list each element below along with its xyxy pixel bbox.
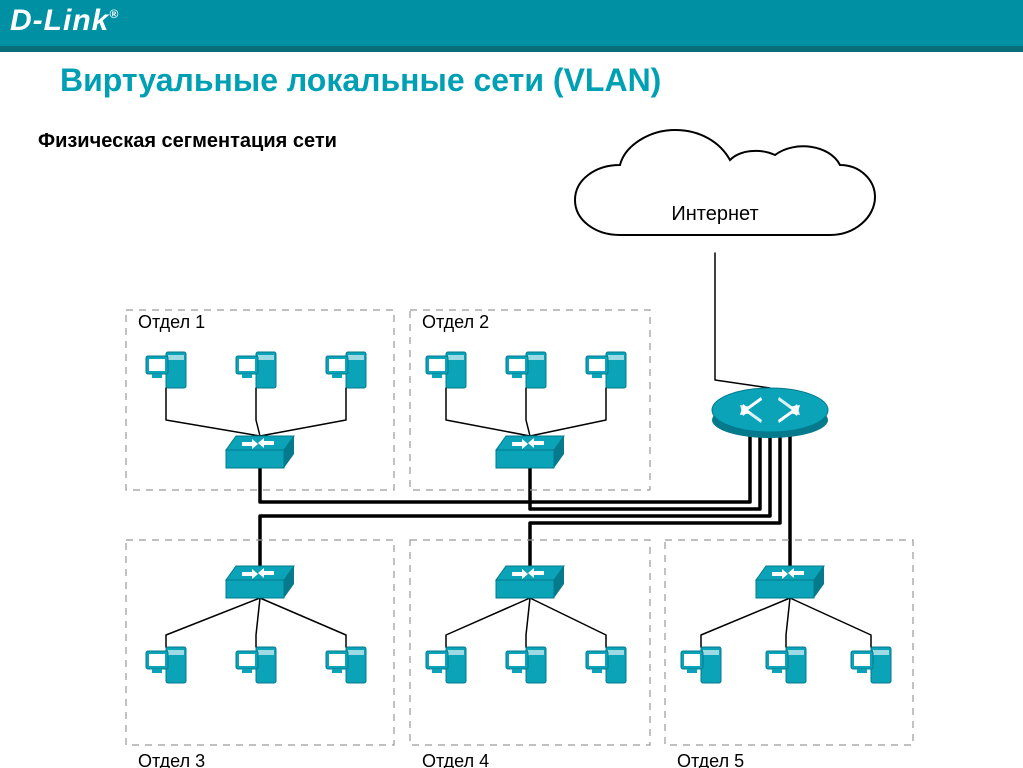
department-label: Отдел 4 — [422, 751, 489, 768]
department-label: Отдел 3 — [138, 751, 205, 768]
workstation-icon — [506, 352, 546, 388]
workstation-icon — [586, 647, 626, 683]
department-label: Отдел 1 — [138, 312, 205, 332]
cable — [256, 388, 260, 436]
workstation-icon — [146, 647, 186, 683]
cable — [786, 598, 790, 647]
workstation-icon — [326, 647, 366, 683]
cable — [530, 432, 780, 566]
department-label: Отдел 5 — [677, 751, 744, 768]
workstation-icon — [506, 647, 546, 683]
internet-label: Интернет — [671, 203, 758, 225]
workstation-icon — [146, 352, 186, 388]
cable — [166, 598, 260, 647]
workstation-icon — [681, 647, 721, 683]
switch-icon — [226, 436, 294, 468]
switch-icon — [496, 566, 564, 598]
network-diagram: Интернет Отдел 1 Отдел 2 Отдел 3 Отдел 4 Отде… — [0, 0, 1023, 768]
cable — [530, 432, 760, 509]
workstation-icon — [586, 352, 626, 388]
cable — [701, 598, 790, 647]
cable — [530, 598, 606, 647]
cable — [526, 388, 530, 436]
cable — [790, 598, 871, 647]
cable — [260, 388, 346, 436]
cable — [256, 598, 260, 647]
workstation-icon — [236, 352, 276, 388]
cable — [526, 598, 530, 647]
router-icon — [712, 388, 828, 438]
workstation-icon — [426, 352, 466, 388]
cable — [446, 388, 530, 436]
cable — [446, 598, 530, 647]
workstation-icon — [851, 647, 891, 683]
cable — [260, 598, 346, 647]
switch-icon — [226, 566, 294, 598]
switch-icon — [496, 436, 564, 468]
department-label: Отдел 2 — [422, 312, 489, 332]
cable — [715, 253, 770, 388]
workstation-icon — [236, 647, 276, 683]
switch-icon — [756, 566, 824, 598]
cable — [530, 388, 606, 436]
cable — [166, 388, 260, 436]
workstation-icon — [426, 647, 466, 683]
workstation-icon — [326, 352, 366, 388]
workstation-icon — [766, 647, 806, 683]
